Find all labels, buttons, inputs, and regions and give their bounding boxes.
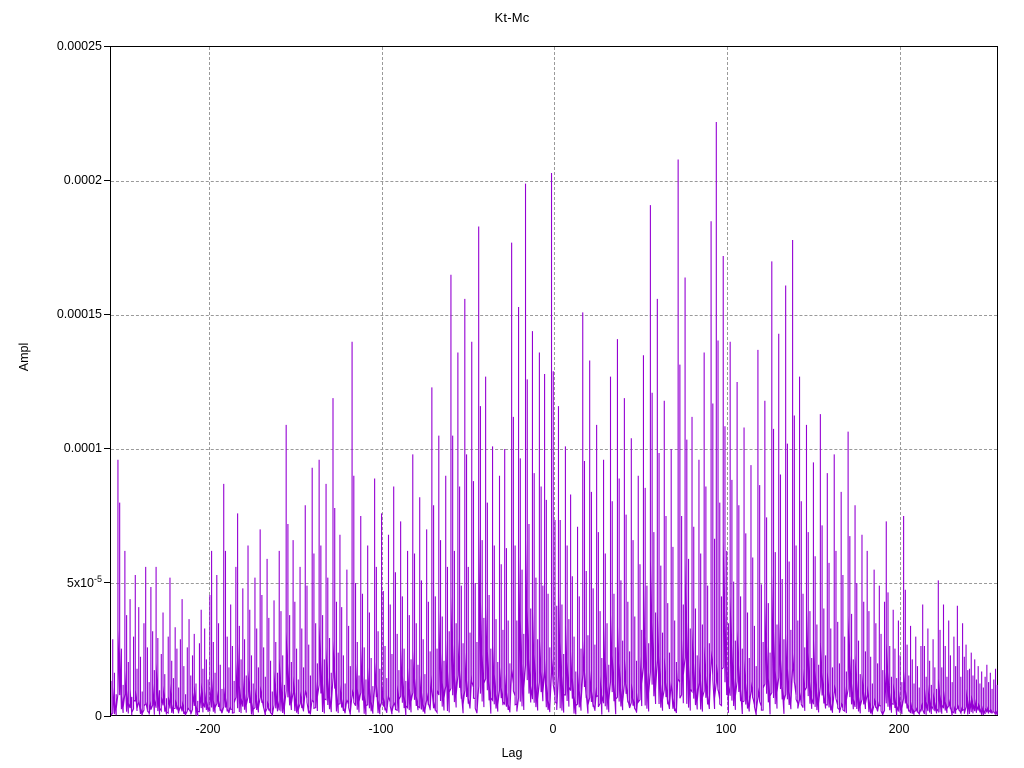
y-tick-label-0.00025: 0.00025 — [56, 39, 102, 53]
y-tick-label-5e-5: 5x10-5 — [6, 574, 102, 590]
series-polyline-kt-mc — [111, 122, 998, 717]
x-axis-title: Lag — [501, 746, 523, 760]
y-tick-mark — [104, 314, 111, 315]
x-tick-label-100: 100 — [715, 722, 737, 736]
gridline-vertical — [209, 47, 210, 715]
gridline-vertical — [727, 47, 728, 715]
y-tick-mark — [104, 448, 111, 449]
y-tick-label-5e-5-exponent: -5 — [93, 574, 102, 584]
y-tick-label-0.0002: 0.0002 — [63, 173, 102, 187]
gridline-vertical — [554, 47, 555, 715]
y-tick-mark — [104, 716, 111, 717]
y-tick-mark — [104, 582, 111, 583]
x-tick-label--100: -100 — [368, 722, 394, 736]
chart-title: Kt-Mc — [494, 10, 530, 25]
gridline-vertical — [382, 47, 383, 715]
y-tick-mark — [104, 180, 111, 181]
x-tick-label-200: 200 — [888, 722, 910, 736]
y-tick-label-0: 0 — [95, 709, 102, 723]
x-tick-label--200: -200 — [195, 722, 221, 736]
y-tick-label-5e-5-text: 5x10 — [66, 576, 94, 591]
data-series-line — [111, 122, 998, 717]
x-tick-label-0: 0 — [549, 722, 557, 736]
gridline-vertical — [900, 47, 901, 715]
y-tick-label-0.0001: 0.0001 — [63, 441, 102, 455]
y-tick-label-0.00015: 0.00015 — [56, 307, 102, 321]
y-axis-title: Ampl — [17, 342, 31, 372]
y-tick-mark — [104, 46, 111, 47]
plot-area — [110, 46, 998, 717]
